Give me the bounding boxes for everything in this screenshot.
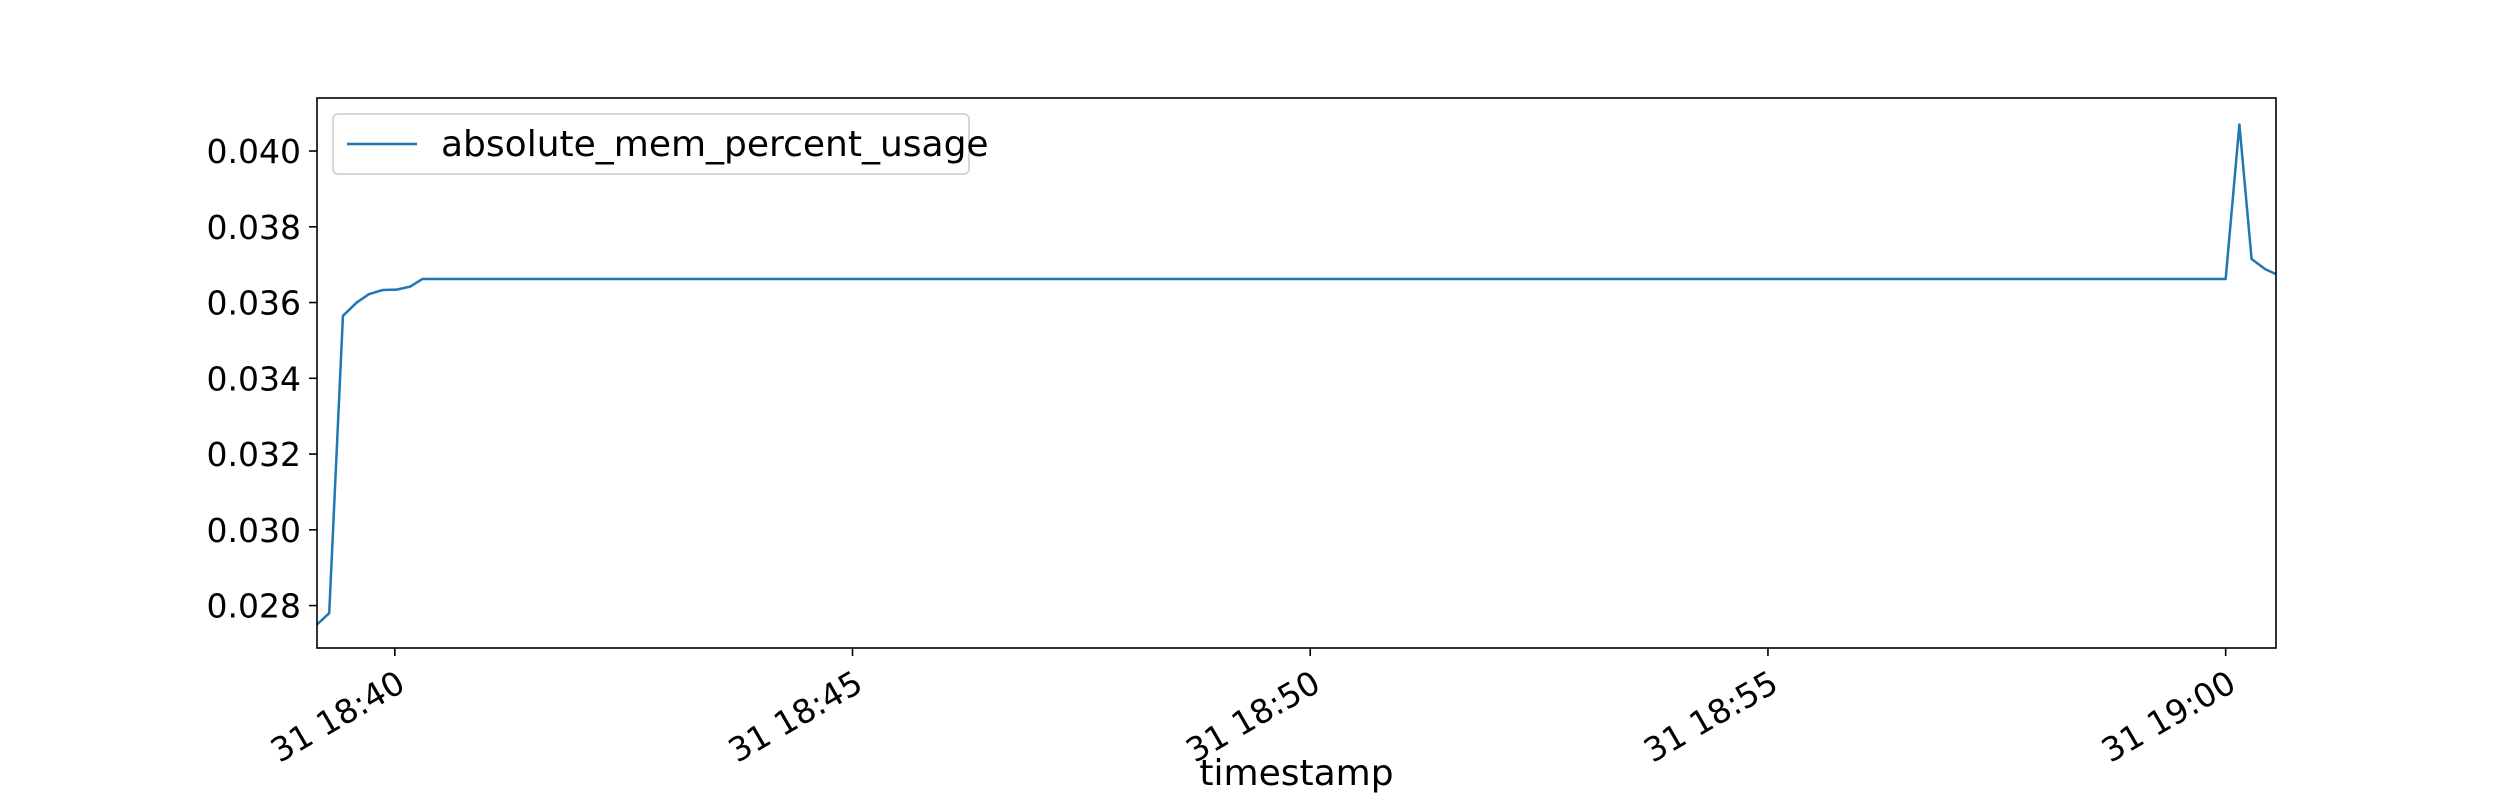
x-axis-title: timestamp [1199, 753, 1393, 794]
series-line [316, 123, 2277, 626]
y-tick-label: 0.028 [207, 587, 301, 626]
series-layer [316, 123, 2277, 626]
legend-box [332, 113, 970, 175]
y-tick-label: 0.036 [207, 284, 301, 323]
y-tick-label: 0.034 [207, 359, 301, 398]
y-tick-label: 0.030 [207, 511, 301, 550]
legend: absolute_mem_percent_usage [332, 113, 989, 175]
legend-label: absolute_mem_percent_usage [441, 124, 989, 165]
y-tick-label: 0.040 [207, 132, 301, 171]
y-tick-label: 0.032 [207, 435, 301, 474]
y-tick-label: 0.038 [207, 208, 301, 247]
plot-frame [316, 97, 2277, 649]
